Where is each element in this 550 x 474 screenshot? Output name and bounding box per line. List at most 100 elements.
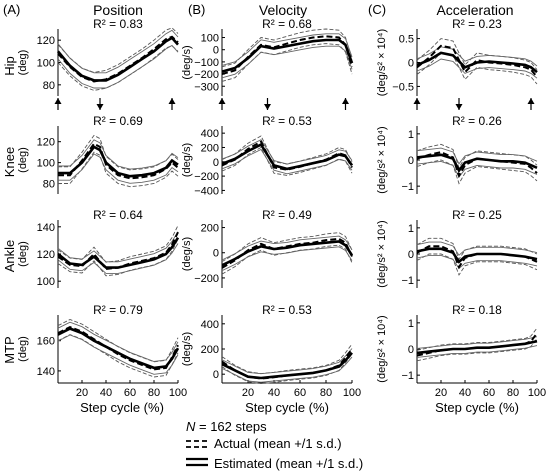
x-tick-label: 20 xyxy=(242,387,254,399)
y-axis-label-mtp-velocity: (deg/s) xyxy=(181,332,193,366)
legend: N = 162 steps Actual (mean +/1 s.d.) Est… xyxy=(186,419,363,471)
y-axis-label-ankle-velocity: (deg/s) xyxy=(181,237,193,271)
y-axis-label-knee-velocity: (deg/s) xyxy=(181,143,193,177)
estimated-mean-line xyxy=(416,51,538,74)
y-axis-label-knee-position: (deg) xyxy=(17,147,29,173)
event-arrow-head xyxy=(218,98,226,104)
actual-lower-sd-line xyxy=(221,146,353,176)
r2-label-hip-velocity: R² = 0.68 xyxy=(262,17,312,31)
actual-upper-sd-line xyxy=(416,327,538,351)
x-tick-label: 60 xyxy=(124,387,136,399)
legend-n-symbol: N xyxy=(186,419,196,434)
panel-label-c: (C) xyxy=(368,2,386,17)
r2-label-mtp-position: R² = 0.79 xyxy=(93,303,143,317)
y-tick-label: 1 xyxy=(408,223,414,235)
estimated-lower-sd-line xyxy=(57,334,179,375)
x-tick-label: 60 xyxy=(294,387,306,399)
actual-upper-sd-line xyxy=(58,134,179,171)
actual-upper-sd-line xyxy=(221,232,353,262)
r2-label-knee-velocity: R² = 0.53 xyxy=(262,114,312,128)
actual-lower-sd-line xyxy=(416,338,538,362)
actual-lower-sd-line xyxy=(57,334,179,378)
estimated-lower-sd-line xyxy=(221,246,353,272)
actual-lower-sd-line xyxy=(416,52,538,85)
estimated-mean-line xyxy=(57,327,180,370)
row-label-hip: Hip xyxy=(2,56,17,76)
estimated-mean-line xyxy=(57,237,180,269)
y-tick-label: 400 xyxy=(201,128,219,140)
event-arrow-head xyxy=(455,104,463,110)
estimated-mean-line xyxy=(416,339,538,355)
estimated-upper-sd-line xyxy=(416,241,538,256)
estimated-mean-line xyxy=(416,153,538,173)
event-arrow-head xyxy=(527,98,535,104)
estimated-lower-sd-line xyxy=(221,148,353,175)
x-tick-label: 80 xyxy=(507,387,519,399)
r2-label-hip-position: R² = 0.83 xyxy=(93,17,143,31)
y-tick-label: 0 xyxy=(213,157,219,169)
panel-knee-position: 80 100 120 (deg) R² = 0.69 xyxy=(17,114,179,194)
panel-ankle-acceleration: −1 0 1 (deg/s² × 10⁴) R² = 0.25 xyxy=(376,208,538,288)
y-axis-label-knee-acceleration: (deg/s² × 10⁴) xyxy=(376,126,388,193)
y-tick-label: −1 xyxy=(401,275,414,287)
estimated-mean-line xyxy=(221,240,354,267)
panel-mtp-position: 140 160 20 40 60 80 100 (deg) R² = 0.79 xyxy=(17,303,187,399)
x-tick-label: 20 xyxy=(76,387,88,399)
panel-ankle-position: 100 120 140 (deg) R² = 0.64 xyxy=(17,208,180,288)
x-axis-label-velocity: Step cycle (%) xyxy=(245,400,329,415)
y-tick-label: −100 xyxy=(194,57,219,69)
y-axis-label-hip-position: (deg) xyxy=(17,50,29,76)
actual-upper-sd-line xyxy=(416,237,538,261)
y-axis-label-ankle-position: (deg) xyxy=(17,241,29,267)
estimated-upper-sd-line xyxy=(221,348,353,375)
y-tick-label: 100 xyxy=(37,276,55,288)
r2-label-knee-acceleration: R² = 0.26 xyxy=(452,114,502,128)
event-arrow-head xyxy=(413,98,421,104)
event-arrow-head xyxy=(168,98,176,104)
y-tick-label: −0.5 xyxy=(392,81,414,93)
actual-lower-sd-line xyxy=(416,159,538,185)
actual-lower-sd-line xyxy=(221,353,353,385)
actual-lower-sd-line xyxy=(57,45,179,91)
actual-upper-sd-line xyxy=(57,319,179,363)
legend-estimated-label: Estimated (mean +/1 s.d.) xyxy=(214,456,363,471)
estimated-upper-sd-line xyxy=(221,33,353,66)
y-tick-label: 400 xyxy=(201,319,219,331)
estimated-lower-sd-line xyxy=(58,153,179,184)
y-tick-label: −1 xyxy=(401,370,414,382)
x-tick-label: 100 xyxy=(169,387,187,399)
estimated-upper-sd-line xyxy=(416,147,538,165)
estimated-upper-sd-line xyxy=(416,336,538,349)
estimated-lower-sd-line xyxy=(221,45,353,79)
actual-upper-sd-line xyxy=(221,28,353,68)
legend-n-text: = 162 steps xyxy=(199,419,267,434)
row-label-knee: Knee xyxy=(2,147,17,177)
column-title-velocity: Velocity xyxy=(259,2,307,18)
estimated-mean-line xyxy=(56,36,179,82)
row-label-mtp: MTP xyxy=(2,336,17,363)
y-tick-label: −200 xyxy=(194,171,219,183)
panel-mtp-acceleration: −1 0 1 20 40 60 80 100 (deg/s² × 10⁴) R² = 0.18 xyxy=(376,303,546,399)
panel-knee-acceleration: −1 0 1 (deg/s² × 10⁴) R² = 0.26 xyxy=(376,114,538,194)
y-tick-label: 80 xyxy=(43,80,55,92)
y-axis-label-hip-acceleration: (deg/s² × 10⁴) xyxy=(376,29,388,96)
x-axis-label-position: Step cycle (%) xyxy=(80,400,164,415)
y-tick-label: 0 xyxy=(213,45,219,57)
estimated-mean-line xyxy=(221,351,353,380)
estimated-mean-line xyxy=(416,247,538,264)
r2-label-ankle-acceleration: R² = 0.25 xyxy=(452,208,502,222)
y-axis-label-hip-velocity: (deg/s) xyxy=(181,45,193,79)
legend-actual-label: Actual (mean +/1 s.d.) xyxy=(214,436,342,451)
y-axis-label-mtp-position: (deg) xyxy=(17,336,29,362)
estimated-upper-sd-line xyxy=(58,139,179,170)
estimated-upper-sd-line xyxy=(57,321,179,362)
y-tick-label: −300 xyxy=(194,81,219,93)
y-tick-label: −1 xyxy=(401,181,414,193)
r2-label-mtp-acceleration: R² = 0.18 xyxy=(452,303,502,317)
y-tick-label: 120 xyxy=(37,137,55,149)
r2-label-ankle-velocity: R² = 0.49 xyxy=(262,208,312,222)
estimated-mean-line xyxy=(221,38,354,73)
